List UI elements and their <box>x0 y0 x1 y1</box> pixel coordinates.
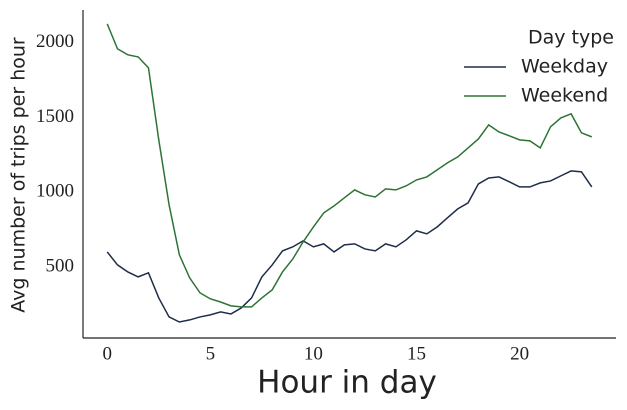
legend-label: Weekday <box>521 56 608 78</box>
x-tick-label: 15 <box>407 343 426 364</box>
x-tick-label: 0 <box>102 343 112 364</box>
x-tick-label: 20 <box>510 343 529 364</box>
x-axis-label: Hour in day <box>257 365 437 401</box>
legend-label: Weekend <box>521 85 608 107</box>
y-tick-label: 1500 <box>36 106 74 127</box>
y-tick-label: 500 <box>46 255 75 276</box>
y-tick-label: 1000 <box>36 181 74 202</box>
y-axis-label: Avg number of trips per hour <box>8 37 30 313</box>
x-tick-label: 5 <box>206 343 216 364</box>
y-tick-label: 2000 <box>36 31 74 52</box>
series-line <box>106 170 593 323</box>
legend-title: Day type <box>528 27 614 49</box>
series-line <box>106 23 593 308</box>
x-tick-label: 10 <box>304 343 323 364</box>
